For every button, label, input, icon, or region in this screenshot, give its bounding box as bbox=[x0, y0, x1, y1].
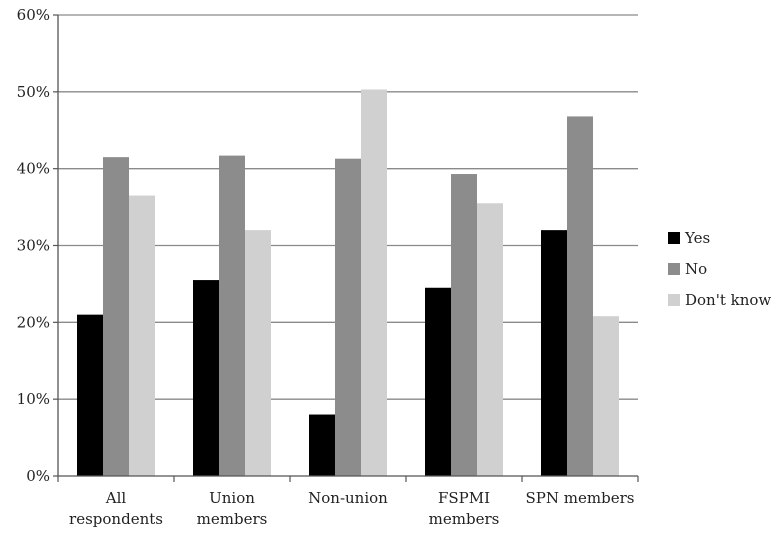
legend: Yes No Don't know bbox=[668, 229, 771, 309]
bars bbox=[77, 89, 619, 477]
category-label: All bbox=[105, 489, 127, 507]
category-label: members bbox=[197, 510, 268, 528]
category-label: SPN members bbox=[526, 489, 635, 507]
bar-don-t-know bbox=[361, 89, 387, 477]
y-tick-label: 60% bbox=[17, 6, 50, 24]
category-label: members bbox=[429, 510, 500, 528]
bar-no bbox=[103, 157, 129, 476]
legend-label: No bbox=[685, 260, 707, 278]
axes bbox=[57, 15, 639, 482]
bar-yes bbox=[425, 287, 451, 476]
legend-swatch bbox=[668, 232, 680, 244]
category-label: FSPMI bbox=[438, 489, 490, 507]
bar-don-t-know bbox=[245, 230, 271, 476]
bar-yes bbox=[309, 414, 335, 476]
bar-no bbox=[335, 158, 361, 476]
bar-no bbox=[567, 116, 593, 477]
bar-don-t-know bbox=[477, 203, 503, 476]
bar-yes bbox=[193, 280, 219, 476]
bar-no bbox=[219, 155, 245, 477]
x-axis-category-labels: All respondents Union members Non-union FSPMI… bbox=[69, 489, 634, 528]
y-tick-label: 0% bbox=[26, 467, 50, 485]
y-tick-label: 10% bbox=[17, 390, 50, 408]
legend-swatch bbox=[668, 263, 680, 275]
y-axis-tick-labels: 0% 10% 20% 30% 40% 50% 60% bbox=[17, 6, 58, 485]
category-label: Non-union bbox=[308, 489, 388, 507]
category-label: respondents bbox=[69, 510, 163, 528]
y-tick-label: 30% bbox=[17, 237, 50, 255]
category-label: Union bbox=[209, 489, 255, 507]
legend-label: Yes bbox=[684, 229, 710, 247]
bar-yes bbox=[541, 230, 567, 476]
legend-swatch bbox=[668, 294, 680, 306]
bar-don-t-know bbox=[129, 195, 155, 476]
y-tick-label: 50% bbox=[17, 83, 50, 101]
legend-label: Don't know bbox=[685, 291, 771, 309]
bar-don-t-know bbox=[593, 316, 619, 476]
bar-no bbox=[451, 174, 477, 477]
y-tick-label: 40% bbox=[17, 160, 50, 178]
bar-yes bbox=[77, 314, 103, 476]
y-tick-label: 20% bbox=[17, 313, 50, 331]
